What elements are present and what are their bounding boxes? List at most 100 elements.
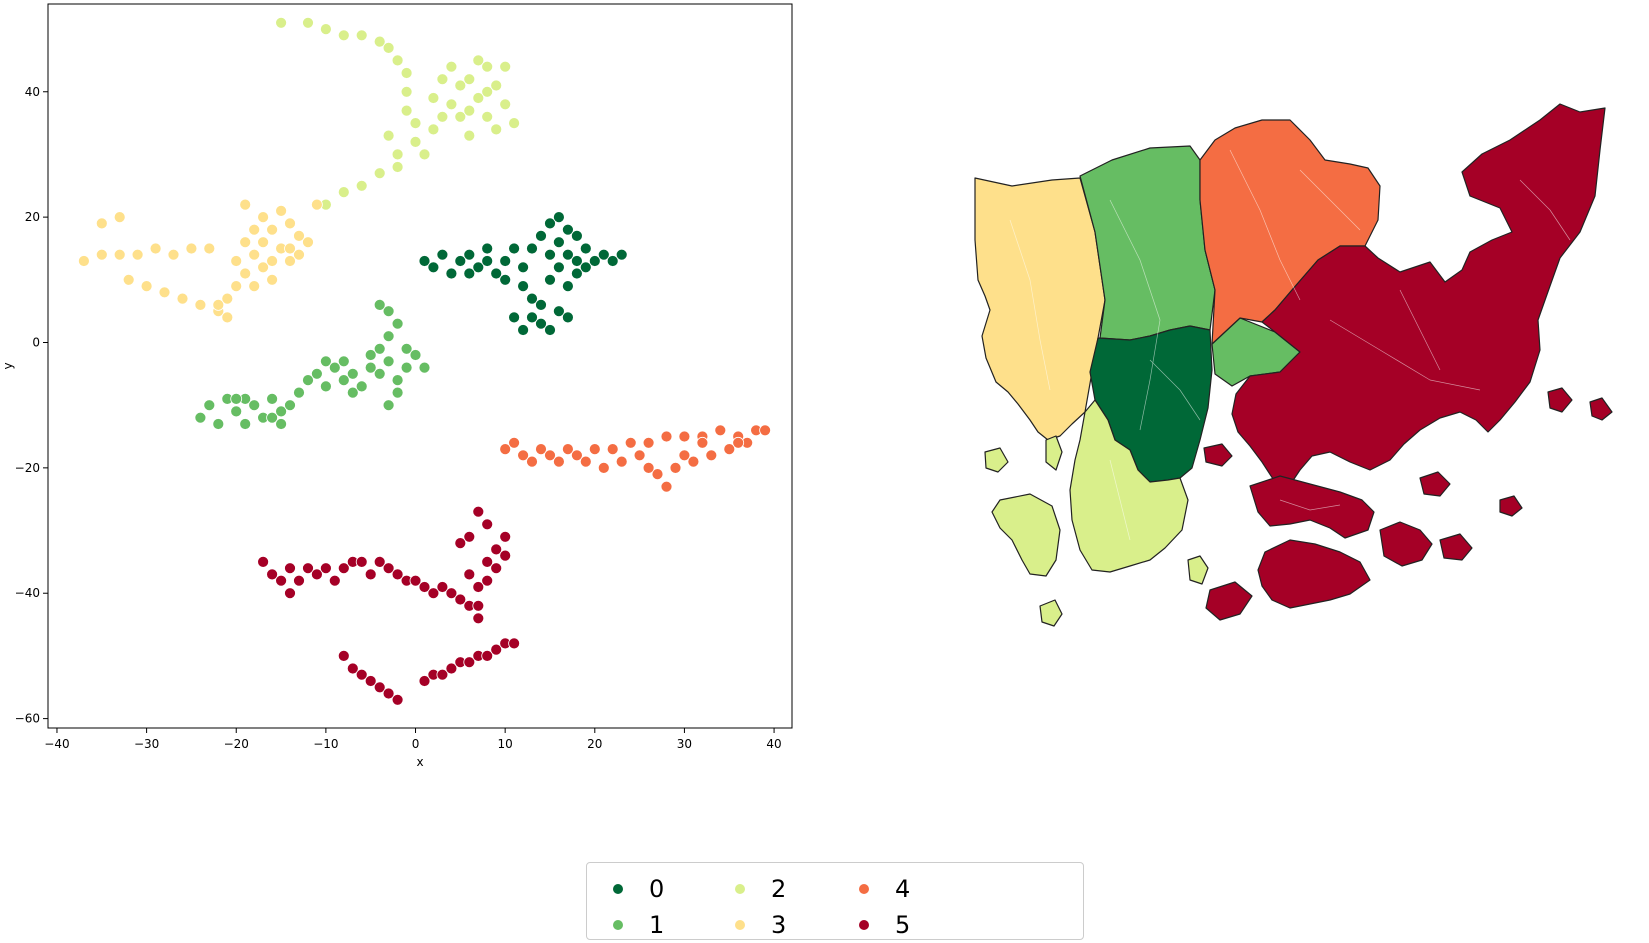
scatter-point xyxy=(400,67,413,79)
scatter-point xyxy=(302,236,314,249)
scatter-point xyxy=(481,110,494,123)
scatter-point xyxy=(633,449,646,462)
scatter-point xyxy=(490,543,503,556)
scatter-point xyxy=(275,418,288,430)
scatter-point xyxy=(328,361,341,374)
scatter-point xyxy=(642,461,655,474)
scatter-point xyxy=(508,117,520,129)
map-region-cluster-5-island-5 xyxy=(1439,533,1473,561)
scatter-point xyxy=(275,204,288,217)
y-axis: −60 −40 −20 0 20 40 xyxy=(15,85,48,726)
x-tick-label: −30 xyxy=(134,737,159,751)
scatter-point xyxy=(382,129,395,142)
scatter-point xyxy=(140,280,153,293)
scatter-point xyxy=(373,367,386,380)
scatter-point xyxy=(284,255,296,267)
scatter-point xyxy=(579,242,592,255)
scatter-point xyxy=(382,355,395,368)
map-region-cluster-5-island-4 xyxy=(1379,521,1433,567)
scatter-point xyxy=(391,374,404,387)
scatter-point xyxy=(248,223,261,236)
scatter-point xyxy=(535,443,547,456)
scatter-point xyxy=(337,355,350,368)
series-cluster-0 xyxy=(418,211,628,336)
scatter-point xyxy=(463,104,476,117)
scatter-point xyxy=(436,668,449,681)
scatter-point xyxy=(284,242,296,255)
scatter-point xyxy=(526,292,538,305)
scatter-point xyxy=(382,399,395,412)
scatter-point xyxy=(391,161,404,173)
scatter-point xyxy=(571,449,583,462)
scatter-point xyxy=(427,92,440,104)
scatter-point xyxy=(391,148,404,161)
x-tick-label: 40 xyxy=(766,737,781,751)
scatter-point xyxy=(257,261,270,274)
scatter-point xyxy=(382,687,395,700)
legend-label: 1 xyxy=(649,911,665,939)
scatter-point xyxy=(364,568,377,581)
scatter-point xyxy=(230,255,243,267)
scatter-point xyxy=(499,549,512,562)
scatter-point xyxy=(266,411,279,424)
scatter-point xyxy=(284,562,296,575)
scatter-point xyxy=(562,248,574,261)
scatter-point xyxy=(337,374,350,387)
x-tick-label: −20 xyxy=(224,737,249,751)
scatter-point xyxy=(544,273,556,286)
legend-label: 2 xyxy=(771,875,787,903)
x-tick-label: 30 xyxy=(677,737,692,751)
scatter-point xyxy=(257,236,270,249)
series-cluster-5 xyxy=(257,505,520,706)
scatter-point xyxy=(463,73,476,86)
scatter-point xyxy=(158,286,171,299)
y-tick-label: −60 xyxy=(15,712,40,726)
x-axis: −40 −30 −20 −10 0 10 20 30 40 xyxy=(44,728,782,751)
scatter-point xyxy=(346,367,359,380)
scatter-point xyxy=(454,593,467,606)
map-region-cluster-3 xyxy=(974,177,1106,441)
scatter-point xyxy=(149,242,162,255)
scatter-point xyxy=(436,581,449,593)
legend-item-2: 2 xyxy=(735,875,786,903)
scatter-point xyxy=(328,574,341,587)
scatter-point xyxy=(364,349,377,361)
scatter-point xyxy=(481,518,494,531)
scatter-point xyxy=(597,461,610,474)
scatter-point xyxy=(472,54,485,67)
legend-item-1: 1 xyxy=(613,911,664,939)
scatter-point xyxy=(275,16,288,29)
scatter-point xyxy=(472,612,485,625)
scatter-point xyxy=(373,342,386,355)
scatter-point xyxy=(481,650,494,662)
legend-item-5: 5 xyxy=(859,911,910,939)
scatter-point xyxy=(588,255,601,267)
map-region-cluster-5-island-3 xyxy=(1205,581,1253,621)
scatter-point xyxy=(472,599,485,612)
scatter-point xyxy=(284,587,296,600)
map-region-cluster-5-island-6 xyxy=(1547,387,1573,413)
map-region-cluster-5-island-9 xyxy=(1203,443,1233,467)
scatter-point xyxy=(400,342,413,355)
scatter-point xyxy=(499,443,512,456)
scatter-point xyxy=(454,110,467,123)
scatter-point xyxy=(490,643,503,656)
scatter-point xyxy=(508,242,520,255)
legend-marker xyxy=(859,884,869,894)
legend-item-3: 3 xyxy=(735,911,786,939)
scatter-point xyxy=(463,656,476,669)
scatter-point xyxy=(714,424,727,437)
scatter-point xyxy=(526,455,538,468)
scatter-point xyxy=(427,261,440,274)
scatter-point xyxy=(355,668,368,681)
legend-marker xyxy=(613,884,623,894)
scatter-point xyxy=(373,556,386,568)
scatter-point xyxy=(472,581,485,593)
scatter-point xyxy=(624,436,637,449)
y-tick-label: 0 xyxy=(32,335,40,349)
scatter-point xyxy=(194,298,207,311)
scatter-point xyxy=(508,436,520,449)
scatter-point xyxy=(544,217,556,230)
scatter-point xyxy=(319,562,332,575)
